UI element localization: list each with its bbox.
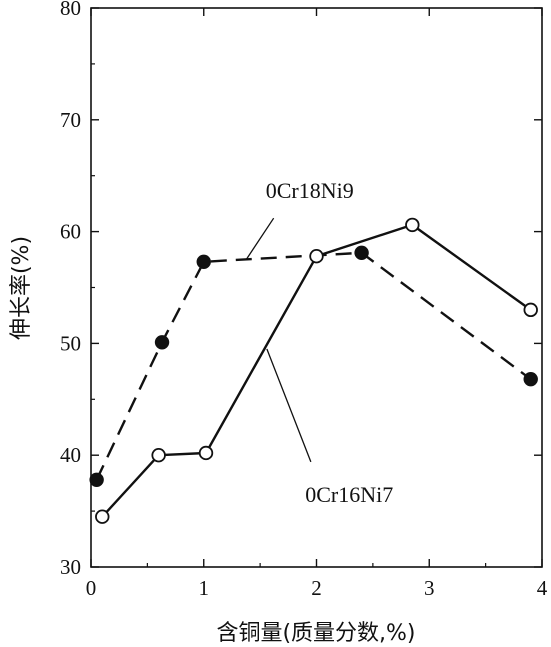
- data-point: [354, 245, 369, 261]
- y-tick-label: 30: [60, 555, 81, 579]
- y-tick-label: 40: [60, 443, 81, 467]
- data-point: [196, 254, 211, 269]
- data-point: [151, 448, 166, 463]
- data-point: [405, 217, 420, 233]
- y-tick-label: 60: [60, 220, 81, 244]
- x-tick-label: 2: [311, 576, 322, 600]
- x-tick-label: 4: [537, 576, 548, 600]
- series-lines: [95, 223, 532, 518]
- series-line-0: [95, 251, 532, 481]
- axis-ticks: [90, 7, 543, 568]
- data-point: [198, 445, 214, 461]
- y-tick-label: 80: [60, 0, 81, 20]
- series-markers: [89, 217, 538, 524]
- data-point: [89, 472, 104, 487]
- x-tick-label: 0: [86, 576, 97, 600]
- data-point: [309, 248, 324, 264]
- x-tick-label: 3: [424, 576, 435, 600]
- y-axis-title: 伸长率(%): [9, 236, 34, 340]
- data-point: [95, 509, 110, 524]
- series-labels: 0Cr18Ni9 0Cr16Ni7: [266, 178, 393, 507]
- series-line-1: [101, 223, 532, 518]
- x-axis-title: 含铜量(质量分数,%): [216, 621, 415, 646]
- y-tick-label: 70: [60, 108, 81, 132]
- data-point: [523, 371, 538, 387]
- tick-labels: 0 1 2 3 4 30 40 50 60 70 80: [60, 0, 548, 600]
- series-label: 0Cr18Ni9: [266, 178, 354, 203]
- data-point: [523, 302, 538, 318]
- label-leader-line: [246, 217, 275, 260]
- series-label: 0Cr16Ni7: [305, 482, 393, 507]
- data-point: [154, 335, 170, 350]
- label-leader-line: [266, 348, 312, 463]
- series-label-leaders: [246, 217, 312, 463]
- x-tick-label: 1: [199, 576, 210, 600]
- y-tick-label: 50: [60, 331, 81, 355]
